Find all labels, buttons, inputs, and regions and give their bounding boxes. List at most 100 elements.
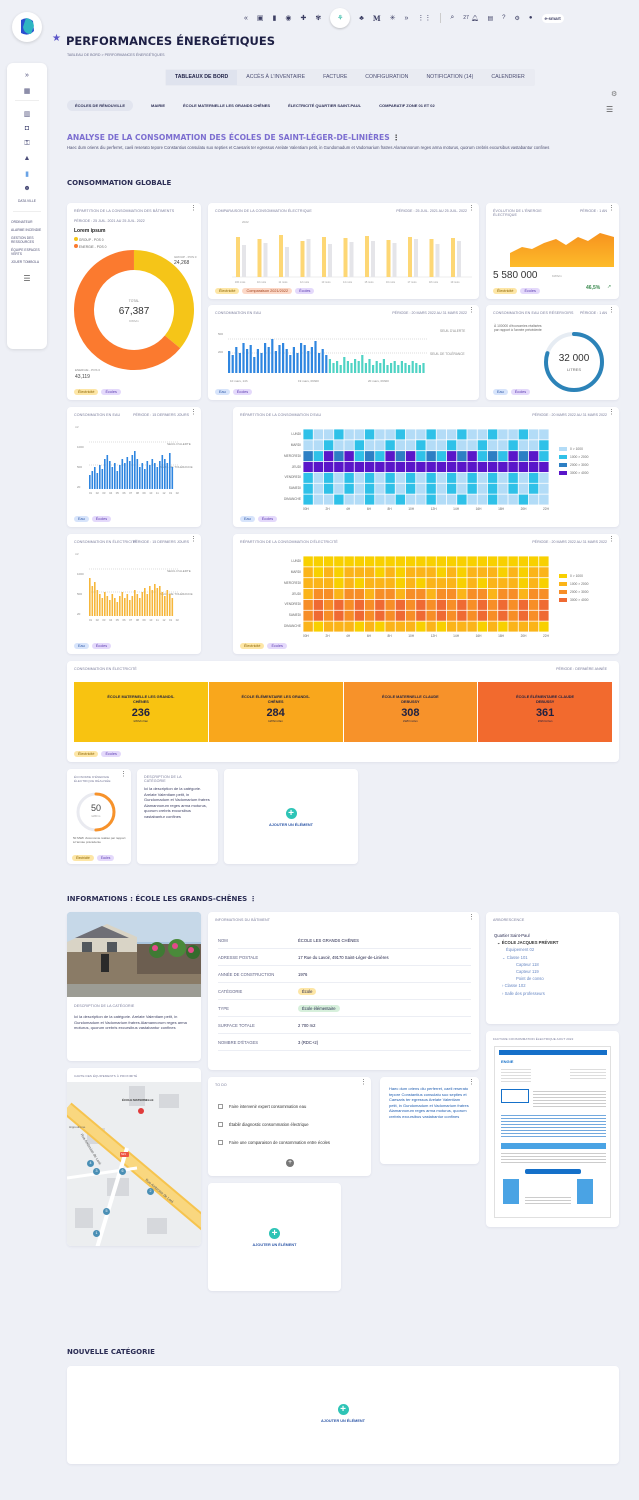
heatmap-cell[interactable] [405, 472, 416, 483]
bar[interactable] [129, 461, 131, 489]
water-bar[interactable] [361, 355, 364, 373]
bar[interactable] [116, 471, 119, 489]
heatmap-cell[interactable] [385, 610, 395, 621]
heatmap-cell[interactable] [498, 472, 508, 483]
bar-2021[interactable] [236, 237, 240, 277]
key-icon[interactable]: ⚿ [24, 139, 30, 147]
heatmap-cell[interactable] [498, 429, 508, 440]
heatmap-cell[interactable] [508, 610, 518, 621]
heatmap-cell[interactable] [385, 494, 395, 505]
heatmap-cell[interactable] [498, 610, 508, 621]
water-bar[interactable] [397, 365, 400, 373]
heatmap-cell[interactable] [436, 461, 447, 473]
heatmap-cell[interactable] [487, 588, 498, 600]
heatmap-cell[interactable] [477, 610, 488, 621]
heatmap-cell[interactable] [354, 599, 365, 610]
heatmap-cell[interactable] [436, 578, 447, 589]
heatmap-cell[interactable] [416, 610, 426, 621]
bar[interactable] [101, 598, 104, 616]
tag-electricite[interactable]: Électricité [74, 389, 99, 395]
heatmap-cell[interactable] [436, 599, 447, 610]
tab-2[interactable]: FACTURE [323, 74, 348, 80]
heatmap-cell[interactable] [457, 610, 467, 621]
heatmap-cell[interactable] [477, 578, 488, 589]
water-bar[interactable] [282, 343, 285, 373]
alert-icon[interactable]: ▲ [23, 155, 31, 162]
heatmap-cell[interactable] [313, 494, 324, 505]
tab-3[interactable]: CONFIGURATION [365, 74, 409, 80]
heatmap-cell[interactable] [303, 610, 313, 621]
heatmap-cell[interactable] [405, 599, 416, 610]
help-icon[interactable]: ? [502, 15, 506, 21]
heatmap-cell[interactable] [405, 440, 416, 451]
bar[interactable] [171, 598, 174, 616]
heatmap-cell[interactable] [498, 588, 508, 600]
heatmap-cell[interactable] [334, 494, 344, 505]
heatmap-cell[interactable] [313, 556, 324, 567]
water-bar[interactable] [271, 339, 274, 373]
heatmap-cell[interactable] [539, 440, 549, 451]
team-icon[interactable]: ☻ [23, 185, 31, 192]
heatmap-cell[interactable] [375, 610, 385, 621]
heatmap-cell[interactable] [344, 461, 354, 473]
heatmap-cell[interactable] [375, 567, 385, 578]
bar[interactable] [144, 469, 146, 489]
bar[interactable] [154, 463, 156, 489]
heatmap-cell[interactable] [498, 567, 508, 578]
heatmap-cell[interactable] [395, 621, 406, 632]
sidebar-data-label[interactable]: DATA VILLE [17, 199, 37, 203]
heatmap-cell[interactable] [354, 621, 365, 632]
heatmap-cell[interactable] [395, 556, 406, 567]
heatmap-cell[interactable] [303, 567, 313, 578]
more-icon[interactable]: ⋮ [190, 409, 197, 416]
bar[interactable] [166, 463, 169, 489]
heatmap-cell[interactable] [303, 588, 313, 600]
water-bar[interactable] [368, 359, 371, 373]
heatmap-cell[interactable] [477, 556, 488, 567]
water-bar[interactable] [372, 365, 375, 373]
heatmap-cell[interactable] [528, 461, 539, 473]
heatmap-cell[interactable] [416, 494, 426, 505]
water-bar[interactable] [343, 357, 346, 373]
add-element-button[interactable]: + AJOUTER UN ÉLÉMENT [269, 808, 313, 827]
heatmap-cell[interactable] [405, 494, 416, 505]
heatmap-cell[interactable] [354, 461, 365, 473]
tag-ecoles[interactable]: Écoles [101, 751, 121, 757]
more-icon[interactable]: ⋮ [120, 771, 127, 778]
heatmap-cell[interactable] [395, 578, 406, 589]
bar-2022[interactable] [457, 241, 461, 277]
heatmap-cell[interactable] [518, 610, 529, 621]
heatmap-cell[interactable] [405, 578, 416, 589]
bar-2021[interactable] [257, 239, 262, 277]
heatmap-cell[interactable] [344, 610, 354, 621]
settings-gear-icon[interactable]: ⚙ [611, 91, 618, 98]
tag-ecoles[interactable]: Écoles [257, 516, 278, 522]
heatmap-cell[interactable] [313, 567, 324, 578]
water-bar[interactable] [303, 345, 306, 373]
heatmap-cell[interactable] [313, 451, 324, 462]
app-icon-7[interactable]: M [372, 13, 381, 23]
section-menu-icon[interactable]: ⋮ [249, 895, 257, 903]
electricity-block[interactable]: ÉCOLE MATERNELLE LES GRANDS-CHÊNES 236 kWh… [74, 682, 208, 742]
water-bar[interactable] [300, 343, 303, 373]
heatmap-cell[interactable] [457, 483, 467, 494]
heatmap-cell[interactable] [334, 567, 344, 578]
heatmap-cell[interactable] [385, 440, 395, 451]
app-icon-3[interactable]: ◉ [285, 15, 292, 22]
heatmap-cell[interactable] [518, 621, 529, 632]
heatmap-cell[interactable] [395, 483, 406, 494]
water-bar[interactable] [246, 349, 249, 373]
heatmap-cell[interactable] [344, 621, 354, 632]
bar[interactable] [99, 465, 101, 489]
heatmap-cell[interactable] [364, 588, 375, 600]
tag-electricite[interactable]: Électricité [215, 288, 240, 294]
more-icon[interactable]: ⋮ [468, 307, 475, 314]
water-bar[interactable] [379, 363, 382, 373]
water-bar[interactable] [357, 361, 360, 373]
bar[interactable] [149, 465, 151, 489]
heatmap-cell[interactable] [385, 429, 395, 440]
bar[interactable] [101, 469, 104, 489]
heatmap-cell[interactable] [539, 451, 549, 462]
heatmap-cell[interactable] [477, 440, 488, 451]
filter-menu-icon[interactable]: ☰ [606, 105, 614, 114]
